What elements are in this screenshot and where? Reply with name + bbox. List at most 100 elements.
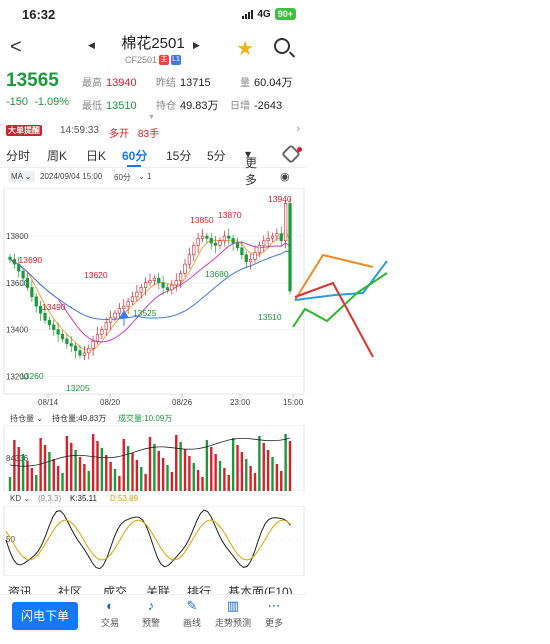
candle-body <box>275 233 279 237</box>
candle-body <box>165 287 170 291</box>
prev-close-value: 13715 <box>180 77 211 89</box>
nav-draw[interactable]: ✎ 画线 <box>182 598 201 629</box>
tab-15min[interactable]: 15分 <box>166 149 192 163</box>
forecast-line <box>294 260 388 301</box>
nav-alert[interactable]: ♪ 预警 <box>141 598 160 629</box>
candle-body <box>196 238 200 246</box>
candle-body <box>109 317 113 323</box>
candle-body <box>91 340 95 349</box>
x-tick-label: 08/26 <box>172 398 193 407</box>
volume-bar <box>26 461 29 491</box>
volume-bar <box>105 455 108 491</box>
volume-bar <box>21 454 25 491</box>
volume-bar <box>210 447 213 491</box>
nav-trade[interactable]: ◐ 交易 <box>100 598 119 629</box>
volume-bar <box>96 441 99 491</box>
candle-body <box>82 352 86 356</box>
candle-body <box>117 308 121 314</box>
candle-body <box>174 280 178 286</box>
favorite-star-icon[interactable]: ★ <box>236 38 254 60</box>
candle-body <box>39 305 43 314</box>
status-time: 16:32 <box>22 6 56 22</box>
nav-more[interactable]: ⋯ 更多 <box>264 598 283 629</box>
x-tick-label: 15:00 <box>283 398 304 407</box>
trade-icon: ◐ <box>106 598 114 613</box>
candle-body <box>231 238 235 244</box>
indicator-select[interactable]: MA ⌄ <box>8 171 35 182</box>
candle-body <box>222 235 226 242</box>
candle-body <box>249 259 253 263</box>
low-value: 13510 <box>106 100 137 112</box>
tab-weekly[interactable]: 周K <box>47 149 68 163</box>
page-title: 棉花2501 <box>121 35 185 52</box>
volume-bar <box>140 467 143 491</box>
search-icon[interactable] <box>274 38 290 54</box>
low-stat: 最低 13510 <box>82 100 137 112</box>
volume-bar <box>170 472 174 491</box>
oi-value: 持仓量:49.83万 <box>52 414 107 423</box>
signal-icon <box>242 9 254 19</box>
candle-body <box>279 233 283 242</box>
candle-body <box>34 296 38 307</box>
book-icon: ▥ <box>226 598 240 613</box>
volume-bar <box>74 450 77 491</box>
active-tab-underline <box>127 165 141 167</box>
pen-icon: ✎ <box>186 598 198 613</box>
tab-ranking[interactable]: 排行 <box>187 585 212 594</box>
tab-5min[interactable]: 5分 <box>207 149 226 163</box>
change-value: -150 <box>6 96 29 108</box>
price-annotation: 13850 <box>190 215 214 225</box>
volume-bar <box>214 454 217 491</box>
volume-total: 成交量:10.09万 <box>118 414 173 423</box>
alert-time: 14:59:33 <box>60 125 99 136</box>
chart-datetime: 2024/09/04 15:00 <box>40 172 103 181</box>
next-contract-icon[interactable]: ▶ <box>193 40 200 50</box>
tab-fenshi[interactable]: 分时 <box>6 149 31 163</box>
y-tick-label: 13600 <box>6 279 29 288</box>
volume-value: 60.04万 <box>254 77 293 89</box>
flash-order-button[interactable]: 闪电下单 <box>12 602 78 630</box>
nav-forecast[interactable]: ▥ 走势预测 <box>214 598 251 629</box>
x-tick-label: 08/14 <box>38 398 59 407</box>
tab-fundamentals[interactable]: 基本面(F10) <box>228 585 293 594</box>
large-order-alert[interactable]: 大单提醒 14:59:33 多开 83手 › <box>0 122 306 140</box>
candle-body <box>95 333 100 342</box>
volume-panel-header: 持仓量 ⌄ 持仓量:49.83万 成交量:10.09万 <box>0 410 306 426</box>
candle-body <box>113 312 117 319</box>
back-icon[interactable]: < <box>10 36 22 58</box>
candle-body <box>56 329 60 335</box>
eye-icon[interactable]: ◉ <box>280 171 290 183</box>
tab-daily[interactable]: 日K <box>86 149 107 163</box>
volume-bar <box>91 434 95 491</box>
candle-body <box>78 350 82 356</box>
expand-caret-icon[interactable]: ▼ <box>148 114 155 121</box>
volume-panel-label[interactable]: 持仓量 ⌄ <box>10 414 43 423</box>
tab-trades[interactable]: 成交 <box>103 585 128 594</box>
candlestick-chart[interactable]: 13800 13600 13400 13200 13940 13870 13850 ←136… <box>0 188 306 420</box>
candle-body <box>21 270 25 279</box>
period-tabs: 分时 周K 日K 60分 15分 5分 更多 ▾ <box>0 140 306 187</box>
quote-panel: 13565 -150 -1.09% 最高 13940 昨结 13715 量 60.04… <box>0 68 306 122</box>
volume-bar <box>100 448 104 491</box>
contract-code: CF2501 <box>124 55 158 65</box>
tab-more[interactable]: 更多 ▾ <box>245 147 258 187</box>
tab-news[interactable]: 资讯 <box>8 585 33 594</box>
volume-bar <box>227 475 230 491</box>
tab-60min[interactable]: 60分 <box>122 149 148 163</box>
volume-bar <box>245 459 248 491</box>
prev-contract-icon[interactable]: ◀ <box>88 40 95 50</box>
price-annotation: 13260 <box>20 371 44 381</box>
change-percent: -1.09% <box>34 96 70 108</box>
candle-body <box>17 263 21 272</box>
kd-label[interactable]: KD ⌄ <box>10 494 31 503</box>
tab-related[interactable]: 关联 <box>146 585 171 594</box>
volume-bar <box>223 468 226 491</box>
high-value: 13940 <box>106 77 137 89</box>
kd-panel-header: KD ⌄ (9,3,3) K:35.11 D:53.89 <box>0 492 306 506</box>
chevron-right-icon[interactable]: › <box>296 123 300 135</box>
tab-community[interactable]: 社区 <box>58 585 83 594</box>
volume-bar <box>122 439 125 491</box>
volume-bar <box>109 462 112 491</box>
candle-body <box>218 240 222 246</box>
candle-body <box>144 282 148 288</box>
